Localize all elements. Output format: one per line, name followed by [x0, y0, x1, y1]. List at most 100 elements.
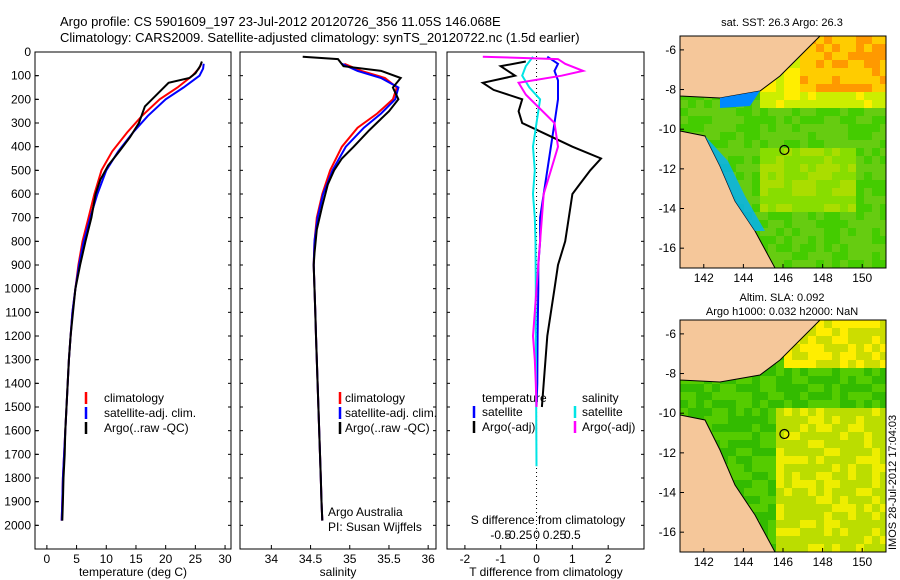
map-cell	[848, 148, 857, 157]
map-cell	[784, 180, 793, 189]
map-cell	[784, 400, 793, 409]
legend-label-s-satellite: satellite	[582, 405, 623, 419]
map-cell	[856, 212, 865, 221]
map-cell	[824, 132, 833, 141]
map-cell	[824, 496, 833, 505]
map-cell	[832, 520, 841, 529]
map-cell	[864, 448, 873, 457]
sla-map	[680, 320, 886, 552]
map-cell	[824, 512, 833, 521]
map-cell	[808, 480, 817, 489]
map-cell	[784, 132, 793, 141]
map-cell	[744, 464, 753, 473]
x-tick-label: 35.5	[377, 552, 401, 566]
map-cell	[784, 448, 793, 457]
map-cell	[800, 496, 809, 505]
map-cell	[824, 328, 833, 337]
map-cell	[880, 408, 886, 417]
map-cell	[864, 392, 873, 401]
map-cell	[880, 368, 886, 377]
map-cell	[776, 220, 785, 229]
map-cell	[704, 384, 713, 393]
map-cell	[872, 172, 881, 181]
map-cell	[784, 140, 793, 149]
map-cell	[800, 520, 809, 529]
map-cell	[824, 440, 833, 449]
x-tick-label: 35	[343, 552, 357, 566]
map-cell	[760, 440, 769, 449]
map-cell	[760, 212, 769, 221]
y-tick-label: 2000	[4, 518, 31, 532]
map-cell	[744, 196, 753, 205]
map-x-tick-label: 148	[813, 271, 833, 285]
map-cell	[880, 132, 886, 141]
map-axis-ticks: 142 144 146 148 150 -6 -8 -10 -12 -14 -16 142 144 146…	[659, 43, 873, 569]
map-cell	[840, 464, 849, 473]
map-cell	[808, 448, 817, 457]
map-cell	[832, 432, 841, 441]
map-cell	[800, 204, 809, 213]
map-cell	[816, 408, 825, 417]
map-cell	[864, 536, 873, 545]
map-cell	[872, 108, 881, 117]
map-cell	[816, 180, 825, 189]
map-cell	[784, 472, 793, 481]
map-cell	[848, 528, 857, 537]
map-cell	[864, 376, 873, 385]
map-cell	[832, 236, 841, 245]
map-cell	[776, 212, 785, 221]
map-cell	[848, 100, 857, 109]
map-cell	[816, 132, 825, 141]
map-cell	[792, 448, 801, 457]
y-tick-label: 100	[11, 69, 31, 83]
map-cell	[768, 236, 777, 245]
map-cell	[760, 400, 769, 409]
map-cell	[816, 148, 825, 157]
map-cell	[736, 432, 745, 441]
map-cell	[744, 116, 753, 125]
map-cell	[760, 512, 769, 521]
map-cell	[824, 100, 833, 109]
map-cell	[728, 116, 737, 125]
map-cell	[784, 252, 793, 261]
map-cell	[752, 456, 761, 465]
map-cell	[880, 84, 886, 93]
map-cell	[808, 188, 817, 197]
map-cell	[808, 116, 817, 125]
map-cell	[736, 464, 745, 473]
y-tick-label: 500	[11, 163, 31, 177]
map-cell	[816, 172, 825, 181]
y-tick-label: 800	[11, 234, 31, 248]
map-cell	[848, 376, 857, 385]
map-cell	[872, 84, 881, 93]
map-cell	[768, 488, 777, 497]
map-cell	[752, 416, 761, 425]
map-cell	[848, 220, 857, 229]
map-cell	[792, 180, 801, 189]
map-cell	[816, 156, 825, 165]
map-cell	[872, 336, 881, 345]
map-cell	[776, 488, 785, 497]
map-cell	[816, 188, 825, 197]
map-cell	[744, 416, 753, 425]
map-cell	[760, 456, 769, 465]
map-cell	[824, 520, 833, 529]
map-cell	[880, 244, 886, 253]
map-cell	[704, 124, 713, 133]
map-cell	[808, 140, 817, 149]
map-cell	[816, 384, 825, 393]
map-cell	[800, 368, 809, 377]
map-cell	[792, 228, 801, 237]
map-cell	[872, 228, 881, 237]
map-cell	[808, 432, 817, 441]
map-cell	[792, 392, 801, 401]
map-cell	[776, 156, 785, 165]
x-tick-label: 34.5	[299, 552, 323, 566]
map-cell	[760, 392, 769, 401]
map-cell	[840, 228, 849, 237]
map-cell	[856, 172, 865, 181]
map-cell	[824, 320, 833, 329]
map-cell	[872, 416, 881, 425]
map-cell	[760, 148, 769, 157]
map-cell	[784, 424, 793, 433]
